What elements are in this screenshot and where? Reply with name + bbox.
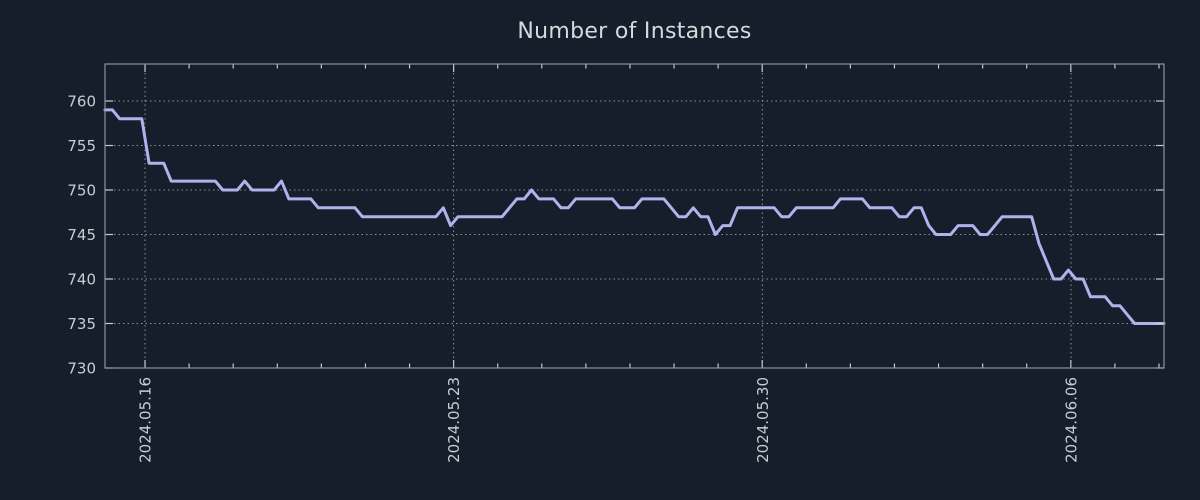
y-tick-label: 750 [67,182,96,200]
x-tick-label: 2024.05.16 [137,377,155,463]
gridlines [105,64,1164,368]
y-tick-label: 740 [67,271,96,289]
y-tick-label: 735 [67,315,96,333]
y-axis-labels: 730 735 740 745 750 755 760 [67,93,96,378]
y-tick-label: 745 [67,226,96,244]
x-axis-labels: 2024.05.16 2024.05.23 2024.05.30 2024.06.06 [137,377,1081,463]
y-tick-label: 730 [67,360,96,378]
series-line [103,108,1166,325]
x-tick-label: 2024.05.30 [754,377,772,463]
y-tick-label: 755 [67,137,96,155]
x-tick-label: 2024.06.06 [1063,377,1081,463]
y-tick-label: 760 [67,93,96,111]
plot-frame [104,63,1165,369]
chart-title: Number of Instances [517,19,752,44]
x-tick-label: 2024.05.23 [445,377,463,463]
